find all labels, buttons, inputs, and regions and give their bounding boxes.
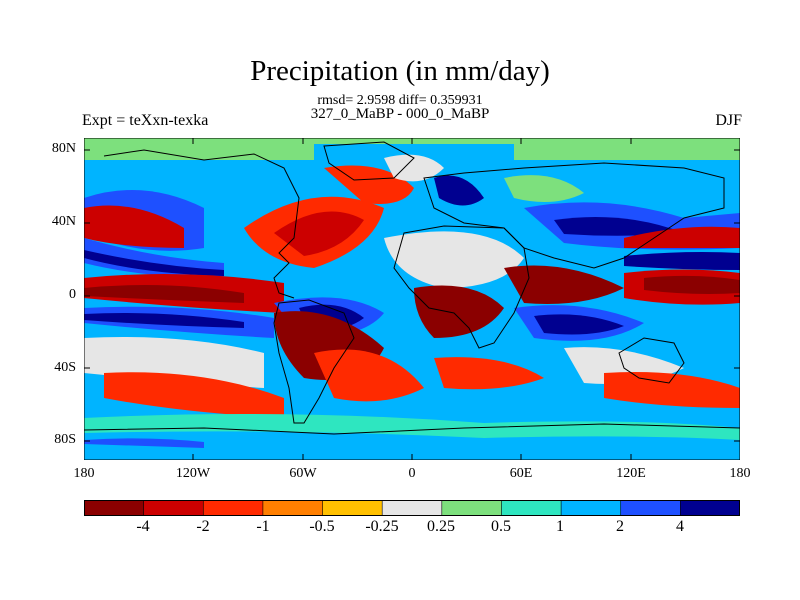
colorbar-frame — [84, 500, 740, 516]
coastlines — [84, 141, 740, 435]
coast-south-america — [273, 299, 355, 424]
field-tropic-navy — [624, 252, 740, 270]
precipitation-map — [84, 138, 740, 460]
colorbar-swatch — [202, 500, 264, 516]
lon-label-60e: 60E — [509, 466, 533, 481]
colorbar-label: 1 — [556, 518, 564, 535]
stats-label: rmsd= 2.9598 diff= 0.359931 — [317, 93, 483, 108]
lon-label-0: 0 — [408, 466, 416, 481]
colorbar-swatch — [560, 500, 622, 516]
colorbar-label: -0.5 — [309, 518, 335, 535]
lat-label-80s: 80S — [54, 432, 76, 447]
lon-label-180e: 180 — [729, 466, 751, 481]
colorbar-swatch — [381, 500, 443, 516]
field-sind-red — [434, 357, 544, 390]
field-europe-navy — [434, 175, 484, 206]
colorbar-label: 2 — [616, 518, 624, 535]
lat-label-40s: 40S — [54, 360, 76, 375]
field-namerica-darkred — [274, 211, 364, 256]
colorbar-swatch — [84, 500, 145, 516]
coast-eurasia — [423, 162, 725, 269]
colorbar-label: -1 — [256, 518, 270, 535]
experiment-label: Expt = teXxn-texka — [82, 112, 209, 129]
colorbar-swatch — [143, 500, 205, 516]
field-satl-red — [314, 349, 424, 402]
field-npac-navy — [84, 250, 224, 276]
colorbar-label: 0.25 — [427, 518, 455, 535]
colorbar-label: -2 — [196, 518, 210, 535]
field-npac-red — [84, 205, 184, 248]
field-tropic-darkred — [84, 284, 244, 303]
coast-greenland — [323, 141, 415, 181]
field-antarctic-blue — [84, 431, 740, 460]
coast-north-america — [103, 149, 300, 299]
colorbar-swatch — [262, 500, 324, 516]
lat-label-40n: 40N — [51, 214, 76, 229]
coast-antarctica — [84, 423, 740, 435]
lon-label-180w: 180 — [73, 466, 95, 481]
field-asia-navy — [554, 216, 684, 236]
map-ticks — [84, 138, 740, 460]
field-indian-navy — [534, 314, 624, 335]
lon-label-120w: 120W — [175, 466, 211, 481]
field-antarctic-deepblue — [84, 438, 204, 448]
chart-title: Precipitation (in mm/day) — [250, 55, 550, 87]
colorbar-swatch — [620, 500, 682, 516]
experiment-difference-label: 327_0_MaBP - 000_0_MaBP — [310, 106, 490, 122]
field-sopac-red — [604, 372, 740, 408]
field-asia-green — [504, 175, 584, 202]
colorbar-label: -4 — [136, 518, 150, 535]
lat-label-0: 0 — [69, 287, 76, 302]
field-indian-darkred — [504, 265, 624, 304]
field-npac-east-red — [624, 226, 740, 248]
colorbar-swatch — [680, 500, 740, 516]
colorbar-swatch — [501, 500, 562, 516]
colorbar-label: 0.5 — [491, 518, 511, 535]
colorbar — [84, 500, 740, 516]
lon-label-60w: 60W — [289, 466, 317, 481]
lon-label-120e: 120E — [616, 466, 646, 481]
season-label: DJF — [715, 112, 742, 129]
colorbar-swatch — [441, 500, 503, 516]
field-sahara-grey — [384, 231, 524, 288]
colorbar-swatch — [322, 500, 383, 516]
colorbar-label: 4 — [676, 518, 684, 535]
field-wpac-darkred — [644, 275, 740, 294]
field-spac-red — [104, 372, 284, 418]
coast-australia — [618, 337, 685, 384]
colorbar-label: -0.25 — [365, 518, 399, 535]
field-natl-grey — [384, 154, 444, 182]
field-tropic-navy2 — [84, 313, 244, 328]
lat-label-80n: 80N — [51, 141, 76, 156]
field-africa-darkred — [414, 285, 504, 338]
